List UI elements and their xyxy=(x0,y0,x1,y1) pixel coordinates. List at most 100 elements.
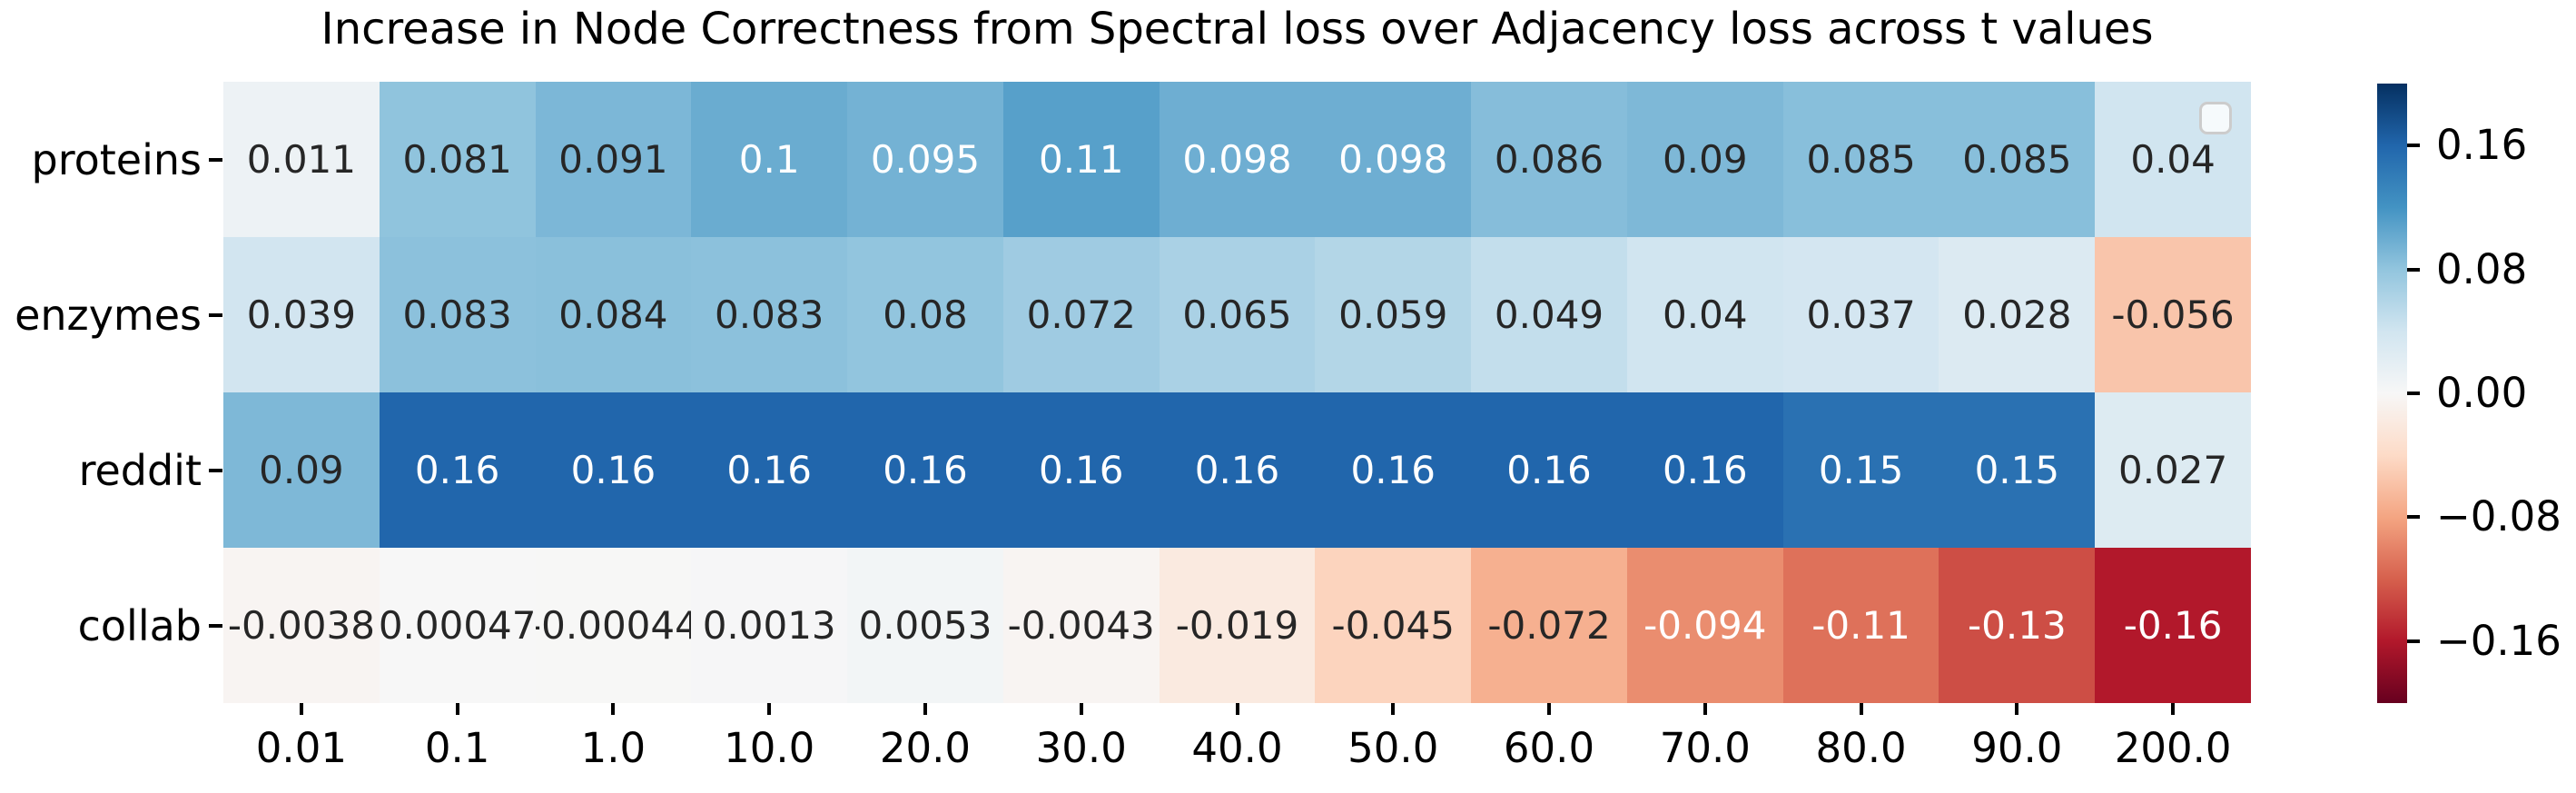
cell-value: 0.098 xyxy=(1338,137,1448,182)
cell-value: 0.083 xyxy=(402,292,512,337)
cell-value: 0.04 xyxy=(2130,137,2216,182)
heatmap-cell: 0.08 xyxy=(847,237,1003,392)
x-axis-label: 1.0 xyxy=(580,724,646,772)
heatmap-cell: 0.16 xyxy=(1626,392,1783,548)
x-tick-mark xyxy=(1235,703,1239,715)
cell-value: 0.16 xyxy=(883,448,968,492)
legend-box xyxy=(2199,102,2232,134)
heatmap-cell: -0.16 xyxy=(2095,548,2251,703)
heatmap-cell: 0.098 xyxy=(1159,82,1316,237)
cell-value: 0.085 xyxy=(1806,137,1916,182)
cell-value: -0.072 xyxy=(1487,603,1611,648)
heatmap-cell: -0.0038 xyxy=(223,548,380,703)
y-axis-label: reddit xyxy=(78,445,202,495)
heatmap-cell: 0.15 xyxy=(1939,392,2096,548)
heatmap-cell: 0.16 xyxy=(691,392,848,548)
cell-value: -0.094 xyxy=(1643,603,1767,648)
y-tick-mark xyxy=(209,468,222,472)
x-tick-mark xyxy=(1703,703,1707,715)
heatmap-cell: -0.019 xyxy=(1159,548,1316,703)
cell-value: -0.16 xyxy=(2123,603,2223,648)
cell-value: 0.00047 xyxy=(379,603,536,648)
cell-value: 0.16 xyxy=(1350,448,1436,492)
cell-value: 0.16 xyxy=(1038,448,1124,492)
heatmap-cell: -0.045 xyxy=(1315,548,1472,703)
colorbar-tick-mark xyxy=(2407,144,2420,148)
y-tick-mark xyxy=(209,312,222,317)
cell-value: 0.098 xyxy=(1182,137,1292,182)
heatmap-cell: 0.011 xyxy=(223,82,380,237)
cell-value: -0.00044 xyxy=(535,603,692,648)
x-axis-label: 80.0 xyxy=(1815,724,1907,772)
cell-value: -0.0038 xyxy=(227,603,375,648)
x-axis-label: 60.0 xyxy=(1503,724,1595,772)
cell-value: 0.04 xyxy=(1663,292,1748,337)
y-axis-label: collab xyxy=(77,600,202,650)
cell-value: 0.15 xyxy=(1818,448,1904,492)
cell-value: 0.028 xyxy=(1962,292,2072,337)
cell-value: 0.083 xyxy=(715,292,824,337)
heatmap-cell: 0.081 xyxy=(379,82,536,237)
x-tick-mark xyxy=(1547,703,1552,715)
x-axis-label: 20.0 xyxy=(879,724,972,772)
cell-value: 0.085 xyxy=(1962,137,2072,182)
heatmap-cell: 0.16 xyxy=(379,392,536,548)
cell-value: 0.09 xyxy=(259,448,344,492)
cell-value: 0.15 xyxy=(1974,448,2060,492)
x-tick-mark xyxy=(767,703,772,715)
cell-value: 0.037 xyxy=(1806,292,1916,337)
x-axis-label: 50.0 xyxy=(1347,724,1439,772)
cell-value: 0.09 xyxy=(1663,137,1748,182)
heatmap-cell: 0.00047 xyxy=(379,548,536,703)
x-axis-label: 40.0 xyxy=(1191,724,1283,772)
heatmap-cell: 0.09 xyxy=(223,392,380,548)
heatmap-cell: -0.056 xyxy=(2095,237,2251,392)
heatmap-grid: 0.011 0.081 0.091 0.1 0.095 0.11 0.098 0.098 0.0… xyxy=(223,82,2251,703)
heatmap-cell: 0.16 xyxy=(1471,392,1627,548)
cell-value: -0.0043 xyxy=(1007,603,1155,648)
cell-value: 0.084 xyxy=(558,292,668,337)
cell-value: -0.056 xyxy=(2111,292,2235,337)
colorbar-tick-label: −0.08 xyxy=(2436,492,2561,541)
x-axis-label: 10.0 xyxy=(724,724,815,772)
heatmap-cell: -0.13 xyxy=(1939,548,2096,703)
x-axis-label: 90.0 xyxy=(1971,724,2063,772)
x-tick-mark xyxy=(2015,703,2019,715)
colorbar-tick-label: 0.08 xyxy=(2436,244,2528,293)
x-tick-mark xyxy=(1391,703,1396,715)
x-axis-label: 30.0 xyxy=(1035,724,1127,772)
cell-value: 0.091 xyxy=(558,137,668,182)
cell-value: -0.045 xyxy=(1331,603,1455,648)
heatmap-cell: 0.037 xyxy=(1782,237,1939,392)
heatmap-cell: 0.16 xyxy=(847,392,1003,548)
heatmap-cell: 0.072 xyxy=(1002,237,1160,392)
x-axis-label: 0.01 xyxy=(255,724,347,772)
heatmap-cell: 0.1 xyxy=(691,82,848,237)
x-axis-label: 70.0 xyxy=(1659,724,1751,772)
cell-value: 0.049 xyxy=(1494,292,1604,337)
heatmap-cell: 0.16 xyxy=(1002,392,1160,548)
heatmap-cell: 0.098 xyxy=(1315,82,1472,237)
cell-value: -0.11 xyxy=(1811,603,1910,648)
heatmap-cell: 0.0013 xyxy=(691,548,848,703)
cell-value: 0.16 xyxy=(414,448,500,492)
cell-value: 0.039 xyxy=(246,292,356,337)
cell-value: -0.019 xyxy=(1175,603,1299,648)
cell-value: 0.081 xyxy=(402,137,512,182)
cell-value: 0.08 xyxy=(883,292,968,337)
heatmap-cell: 0.086 xyxy=(1471,82,1627,237)
y-axis-label: proteins xyxy=(31,134,202,184)
cell-value: 0.16 xyxy=(1663,448,1748,492)
heatmap-cell: -0.094 xyxy=(1626,548,1783,703)
x-axis-label: 0.1 xyxy=(424,724,490,772)
heatmap-cell: 0.16 xyxy=(535,392,692,548)
cell-value: 0.0053 xyxy=(858,603,992,648)
heatmap-cell: 0.083 xyxy=(379,237,536,392)
chart-title: Increase in Node Correctness from Spectr… xyxy=(321,4,2154,55)
y-tick-mark xyxy=(209,157,222,162)
cell-value: 0.072 xyxy=(1026,292,1136,337)
colorbar-tick-mark xyxy=(2407,392,2420,395)
heatmap-cell: 0.039 xyxy=(223,237,380,392)
heatmap-cell: 0.091 xyxy=(535,82,692,237)
